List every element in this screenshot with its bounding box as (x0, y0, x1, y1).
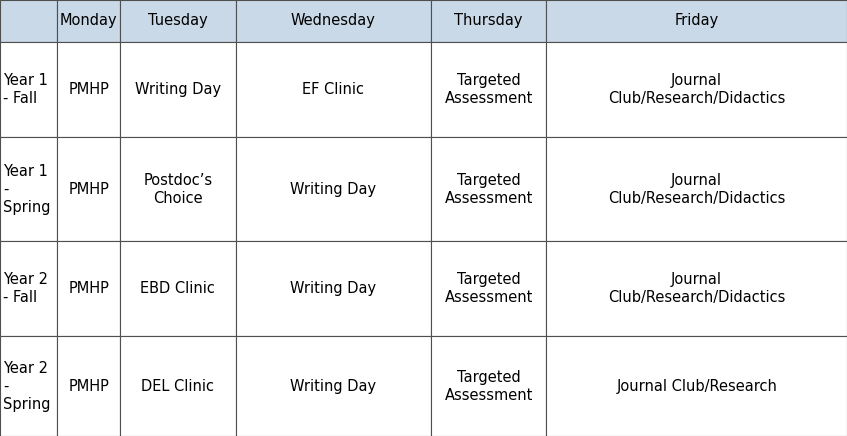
Text: Journal
Club/Research/Didactics: Journal Club/Research/Didactics (608, 73, 785, 106)
Bar (0, 0, 57, 42)
Text: Targeted
Assessment: Targeted Assessment (445, 370, 533, 402)
Bar (235, 0, 431, 42)
Text: Journal
Club/Research/Didactics: Journal Club/Research/Didactics (608, 173, 785, 205)
Bar (235, 242, 431, 336)
Bar (235, 336, 431, 436)
Bar (57, 42, 120, 137)
Text: EBD Clinic: EBD Clinic (141, 281, 215, 296)
Text: PMHP: PMHP (69, 82, 109, 97)
Text: Writing Day: Writing Day (135, 82, 221, 97)
Bar (0, 336, 57, 436)
Bar (0, 137, 57, 242)
Bar (235, 137, 431, 242)
Bar (57, 336, 120, 436)
Bar (120, 242, 235, 336)
Bar (0, 242, 57, 336)
Text: Targeted
Assessment: Targeted Assessment (445, 73, 533, 106)
Text: Year 2
- Fall: Year 2 - Fall (3, 272, 48, 305)
Bar (546, 0, 847, 42)
Text: Writing Day: Writing Day (291, 181, 376, 197)
Text: Postdoc’s
Choice: Postdoc’s Choice (143, 173, 213, 205)
Text: Thursday: Thursday (454, 14, 523, 28)
Text: Journal Club/Research: Journal Club/Research (617, 378, 777, 394)
Text: Friday: Friday (674, 14, 719, 28)
Text: PMHP: PMHP (69, 378, 109, 394)
Bar (57, 0, 120, 42)
Text: Writing Day: Writing Day (291, 378, 376, 394)
Text: EF Clinic: EF Clinic (302, 82, 364, 97)
Bar (120, 0, 235, 42)
Text: Wednesday: Wednesday (291, 14, 376, 28)
Bar (546, 242, 847, 336)
Text: Targeted
Assessment: Targeted Assessment (445, 173, 533, 205)
Text: Writing Day: Writing Day (291, 281, 376, 296)
Bar (546, 42, 847, 137)
Text: Monday: Monday (60, 14, 118, 28)
Bar (431, 0, 546, 42)
Text: Year 2
-
Spring: Year 2 - Spring (3, 361, 51, 412)
Bar (546, 336, 847, 436)
Bar (431, 242, 546, 336)
Text: PMHP: PMHP (69, 281, 109, 296)
Bar (431, 137, 546, 242)
Text: Targeted
Assessment: Targeted Assessment (445, 272, 533, 305)
Bar (431, 42, 546, 137)
Text: DEL Clinic: DEL Clinic (141, 378, 214, 394)
Bar (120, 42, 235, 137)
Text: Journal
Club/Research/Didactics: Journal Club/Research/Didactics (608, 272, 785, 305)
Bar (120, 137, 235, 242)
Bar (431, 336, 546, 436)
Text: Year 1
- Fall: Year 1 - Fall (3, 73, 48, 106)
Bar (57, 242, 120, 336)
Text: Tuesday: Tuesday (148, 14, 208, 28)
Bar (0, 42, 57, 137)
Bar (57, 137, 120, 242)
Bar (120, 336, 235, 436)
Text: Year 1
-
Spring: Year 1 - Spring (3, 164, 51, 215)
Bar (546, 137, 847, 242)
Bar (235, 42, 431, 137)
Text: PMHP: PMHP (69, 181, 109, 197)
